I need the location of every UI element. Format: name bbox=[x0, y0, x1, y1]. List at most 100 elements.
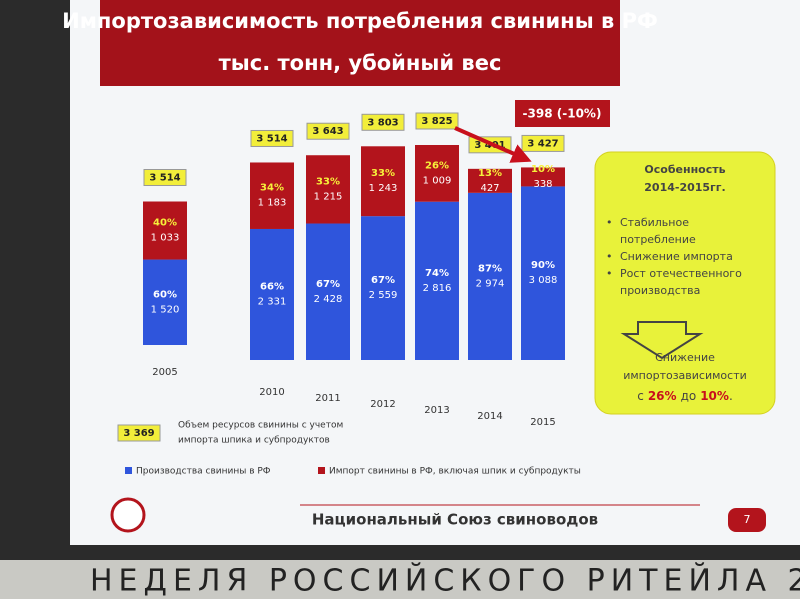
total-label: 3 514 bbox=[149, 172, 180, 183]
title-banner bbox=[100, 0, 620, 86]
note-text: Объем ресурсов свинины с учетом bbox=[178, 421, 343, 431]
logo bbox=[110, 497, 146, 533]
bar-segment bbox=[306, 155, 350, 224]
legend-label: Производства свинины в РФ bbox=[136, 467, 271, 477]
total-label: 3 643 bbox=[312, 126, 343, 137]
value-label: 2 816 bbox=[423, 283, 452, 294]
x-tick-label: 2010 bbox=[259, 387, 284, 398]
value-label: 427 bbox=[480, 183, 499, 194]
bar-segment bbox=[415, 145, 459, 202]
conclusion-part: 26% bbox=[648, 389, 677, 403]
bullet-dot: • bbox=[606, 267, 613, 280]
page-badge bbox=[728, 508, 766, 532]
footer: Национальный Союз свиноводов bbox=[312, 511, 598, 529]
conclusion-text: импортозависимости bbox=[623, 369, 747, 382]
percent-label: 60% bbox=[153, 289, 177, 300]
conclusion-last: с 26% до 10%. bbox=[637, 389, 733, 403]
x-tick-label: 2014 bbox=[477, 411, 502, 422]
bar-segment bbox=[250, 162, 294, 229]
bullet-text: Рост отечественного bbox=[620, 267, 742, 280]
total-box bbox=[250, 129, 294, 147]
chart-subtitle: тыс. тонн, убойный вес bbox=[219, 51, 502, 75]
percent-label: 33% bbox=[316, 176, 340, 187]
x-tick-label: 2015 bbox=[530, 417, 555, 428]
bar-segment bbox=[361, 146, 405, 217]
note-label: 3 369 bbox=[123, 428, 154, 439]
value-label: 1 033 bbox=[151, 233, 180, 244]
value-label: 2 974 bbox=[476, 278, 505, 289]
note-box bbox=[117, 424, 161, 442]
bar-segment bbox=[468, 168, 512, 193]
percent-label: 67% bbox=[371, 275, 395, 286]
conclusion-part: . bbox=[729, 389, 733, 403]
percent-label: 34% bbox=[260, 183, 284, 194]
total-label: 3 825 bbox=[421, 116, 452, 127]
chart-title: Импортозависимость потребления свинины в… bbox=[62, 9, 658, 33]
down-arrow bbox=[620, 321, 704, 360]
side-heading: Особенность bbox=[644, 163, 725, 176]
bullet-text: производства bbox=[620, 284, 700, 297]
x-tick-label: 2005 bbox=[152, 367, 177, 378]
value-label: 1 215 bbox=[314, 191, 343, 202]
stage-banner-text: НЕДЕЛЯ РОССИЙСКОГО РИТЕЙЛА 20 bbox=[90, 563, 800, 599]
value-label: 2 428 bbox=[314, 294, 343, 305]
percent-label: 87% bbox=[478, 263, 502, 274]
total-label: 3 427 bbox=[527, 138, 558, 149]
percent-label: 33% bbox=[371, 168, 395, 179]
side-box bbox=[594, 151, 776, 415]
percent-label: 66% bbox=[260, 281, 284, 292]
total-label: 3 803 bbox=[367, 117, 398, 128]
bar-segment bbox=[468, 192, 512, 360]
bullet-dot: • bbox=[606, 216, 613, 229]
bar-segment bbox=[521, 186, 565, 360]
stage-banner bbox=[0, 560, 800, 599]
total-label: 3 514 bbox=[256, 133, 287, 144]
conclusion-part: до bbox=[681, 389, 697, 403]
percent-label: 40% bbox=[153, 218, 177, 229]
bar-segment bbox=[143, 259, 187, 345]
bar-segment bbox=[250, 228, 294, 360]
x-tick-label: 2012 bbox=[370, 399, 395, 410]
percent-label: 10% bbox=[531, 164, 555, 175]
value-label: 338 bbox=[533, 179, 552, 190]
bullet-text: Снижение импорта bbox=[620, 250, 733, 263]
x-tick-label: 2011 bbox=[315, 393, 340, 404]
percent-label: 90% bbox=[531, 260, 555, 271]
page-number: 7 bbox=[744, 513, 751, 526]
legend-label: Импорт свинины в РФ, включая шпик и субп… bbox=[329, 467, 581, 477]
total-box bbox=[521, 134, 565, 152]
value-label: 2 559 bbox=[369, 290, 398, 301]
x-tick-label: 2013 bbox=[424, 405, 449, 416]
annotation-box bbox=[515, 100, 610, 127]
bullet-dot: • bbox=[606, 250, 613, 263]
conclusion-part: 10% bbox=[700, 389, 729, 403]
percent-label: 26% bbox=[425, 160, 449, 171]
total-box bbox=[143, 168, 187, 186]
value-label: 1 009 bbox=[423, 175, 452, 186]
bullet-text: Стабильное bbox=[620, 216, 689, 229]
value-label: 2 331 bbox=[258, 296, 287, 307]
total-box bbox=[361, 113, 405, 131]
side-heading: 2014-2015гг. bbox=[644, 181, 725, 194]
percent-label: 67% bbox=[316, 279, 340, 290]
bar-segment bbox=[415, 201, 459, 360]
conclusion-part: с bbox=[637, 389, 644, 403]
bar-segment bbox=[143, 201, 187, 260]
total-box bbox=[415, 112, 459, 130]
conclusion-text: Снижение bbox=[655, 351, 715, 364]
value-label: 3 088 bbox=[529, 275, 558, 286]
bar-segment bbox=[306, 223, 350, 360]
legend-swatch bbox=[318, 467, 325, 474]
legend-swatch bbox=[125, 467, 132, 474]
value-label: 1 520 bbox=[151, 304, 180, 315]
value-label: 1 183 bbox=[258, 198, 287, 209]
bar-segment bbox=[361, 216, 405, 360]
percent-label: 74% bbox=[425, 268, 449, 279]
value-label: 1 243 bbox=[369, 183, 398, 194]
note-text: импорта шпика и субпродуктов bbox=[178, 436, 330, 446]
percent-label: 13% bbox=[478, 168, 502, 179]
bar-segment bbox=[521, 167, 565, 187]
annotation: -398 (-10%) bbox=[523, 107, 602, 121]
bullet-text: потребление bbox=[620, 233, 696, 246]
